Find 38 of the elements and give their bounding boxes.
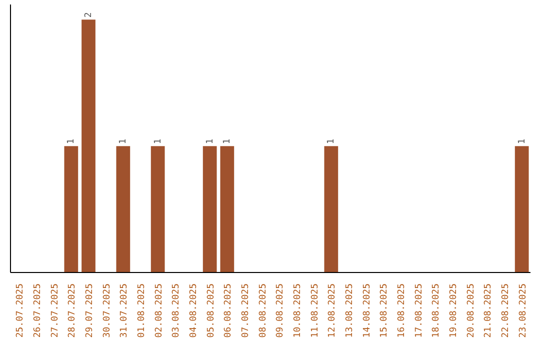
x-tick-label: 19.08.2025 — [449, 283, 459, 338]
x-tick-label: 16.08.2025 — [397, 283, 407, 338]
x-tick-label: 27.07.2025 — [50, 283, 60, 338]
x-tick-label: 03.08.2025 — [172, 283, 182, 338]
x-tick-label: 08.08.2025 — [258, 283, 268, 338]
data-label: 1 — [118, 138, 129, 144]
data-label: 1 — [222, 138, 233, 144]
data-label: 1 — [517, 138, 528, 144]
x-tick-label: 02.08.2025 — [154, 283, 164, 338]
x-tick-label: 31.07.2025 — [120, 283, 130, 338]
x-tick-label: 29.07.2025 — [85, 283, 95, 338]
x-tick-label: 06.08.2025 — [224, 283, 234, 338]
x-tick-label: 30.07.2025 — [102, 283, 112, 338]
data-label: 1 — [66, 138, 77, 144]
x-tick-label: 21.08.2025 — [484, 283, 494, 338]
x-tick-label: 05.08.2025 — [206, 283, 216, 338]
data-label: 1 — [153, 138, 164, 144]
data-label: 2 — [84, 12, 94, 18]
x-tick-label: 10.08.2025 — [293, 283, 303, 338]
x-tick-label: 04.08.2025 — [189, 283, 199, 338]
x-tick-label: 20.08.2025 — [466, 283, 476, 338]
x-tick-label: 26.07.2025 — [33, 283, 43, 338]
x-tick-label: 07.08.2025 — [241, 283, 251, 338]
x-tick-label: 18.08.2025 — [432, 283, 442, 338]
x-tick-label: 09.08.2025 — [276, 283, 286, 338]
x-tick-label: 23.08.2025 — [518, 283, 528, 338]
x-tick-label: 17.08.2025 — [414, 283, 424, 338]
x-tick-label: 14.08.2025 — [362, 283, 372, 338]
data-label: 1 — [326, 138, 337, 144]
x-tick-label: 12.08.2025 — [328, 283, 338, 338]
x-tick-label: 15.08.2025 — [380, 283, 390, 338]
x-tick-label: 28.07.2025 — [68, 283, 78, 338]
x-tick-label: 01.08.2025 — [137, 283, 147, 338]
x-tick-label: 25.07.2025 — [16, 283, 26, 338]
x-tick-label: 13.08.2025 — [345, 283, 355, 338]
x-tick-label: 11.08.2025 — [310, 283, 320, 338]
data-label: 1 — [205, 138, 216, 144]
x-tick-label: 22.08.2025 — [501, 283, 511, 338]
